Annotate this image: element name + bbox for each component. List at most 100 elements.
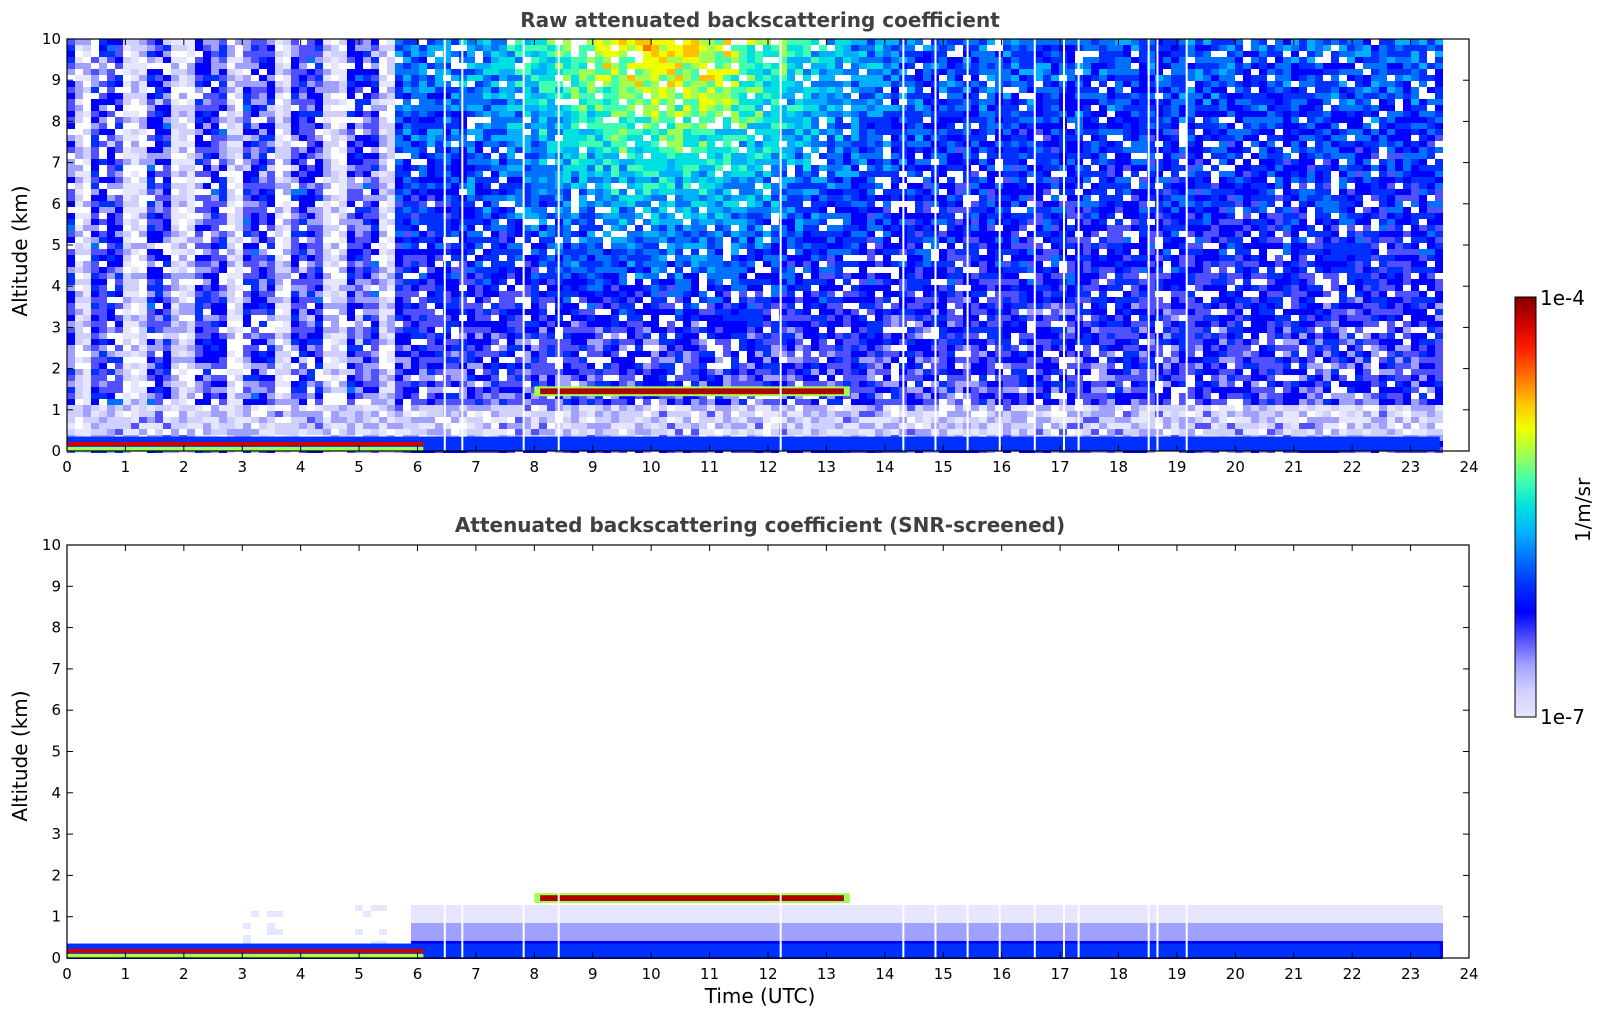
heatmap-cell (579, 141, 587, 147)
heatmap-cell (683, 99, 691, 105)
heatmap-cell (539, 417, 547, 423)
heatmap-cell (739, 117, 747, 123)
heatmap-cell (491, 117, 499, 123)
heatmap-cell (571, 159, 579, 165)
heatmap-cell (499, 165, 507, 171)
heatmap-cell (379, 123, 387, 129)
heatmap-cell (507, 393, 515, 399)
heatmap-cell (291, 237, 299, 243)
heatmap-cell (259, 111, 267, 117)
heatmap-cell (371, 129, 379, 135)
heatmap-cell (731, 147, 739, 153)
heatmap-cell (163, 285, 171, 291)
heatmap-cell (243, 135, 251, 141)
heatmap-cell (323, 303, 331, 309)
heatmap-cell (435, 363, 443, 369)
heatmap-cell (515, 117, 523, 123)
heatmap-cell (275, 297, 283, 303)
heatmap-cell (235, 57, 243, 63)
heatmap-cell (187, 177, 195, 183)
heatmap-cell (91, 219, 99, 225)
heatmap-cell (387, 267, 395, 273)
heatmap-cell (563, 117, 571, 123)
heatmap-cell (347, 57, 355, 63)
heatmap-cell (419, 87, 427, 93)
heatmap-cell (595, 141, 603, 147)
heatmap-cell (139, 303, 147, 309)
heatmap-cell (243, 105, 251, 111)
heatmap-cell (187, 339, 195, 345)
heatmap-cell (619, 411, 627, 417)
heatmap-cell (91, 195, 99, 201)
heatmap-cell (163, 315, 171, 321)
heatmap-cell (155, 93, 163, 99)
heatmap-cell (475, 177, 483, 183)
heatmap-cell (227, 285, 235, 291)
heatmap-cell (347, 123, 355, 129)
heatmap-cell (643, 171, 651, 177)
heatmap-cell (611, 39, 619, 45)
heatmap-cell (339, 165, 347, 171)
heatmap-cell (259, 63, 267, 69)
heatmap-cell (203, 93, 211, 99)
heatmap-cell (75, 213, 83, 219)
heatmap-cell (251, 285, 259, 291)
heatmap-cell (131, 111, 139, 117)
heatmap-cell (131, 69, 139, 75)
heatmap-cell (491, 129, 499, 135)
heatmap-cell (587, 345, 595, 351)
heatmap-cell (603, 291, 611, 297)
heatmap-cell (251, 237, 259, 243)
heatmap-cell (587, 87, 595, 93)
heatmap-cell (627, 99, 635, 105)
heatmap-cell (195, 243, 203, 249)
heatmap-cell (235, 309, 243, 315)
heatmap-cell (195, 303, 203, 309)
heatmap-cell (195, 57, 203, 63)
heatmap-cell (211, 153, 219, 159)
heatmap-cell (403, 117, 411, 123)
heatmap-cell (235, 135, 243, 141)
heatmap-cell (483, 39, 491, 45)
heatmap-cell (219, 381, 227, 387)
heatmap-cell (691, 111, 699, 117)
heatmap-cell (323, 273, 331, 279)
heatmap-cell (539, 351, 547, 357)
heatmap-cell (155, 315, 163, 321)
heatmap-cell (483, 207, 491, 213)
heatmap-cell (91, 141, 99, 147)
heatmap-cell (547, 87, 555, 93)
heatmap-cell (219, 189, 227, 195)
heatmap-cell (427, 225, 435, 231)
heatmap-cell (731, 417, 739, 423)
heatmap-cell (419, 123, 427, 129)
heatmap-cell (739, 333, 747, 339)
heatmap-cell (203, 81, 211, 87)
heatmap-cell (267, 309, 275, 315)
heatmap-cell (147, 243, 155, 249)
heatmap-cell (147, 45, 155, 51)
heatmap-cell (147, 339, 155, 345)
heatmap-cell (107, 183, 115, 189)
heatmap-cell (195, 183, 203, 189)
heatmap-cell (419, 165, 427, 171)
heatmap-cell (427, 105, 435, 111)
heatmap-cell (739, 399, 747, 405)
heatmap-cell (147, 183, 155, 189)
heatmap-cell (539, 339, 547, 345)
heatmap-cell (539, 129, 547, 135)
heatmap-cell (347, 267, 355, 273)
heatmap-cell (595, 177, 603, 183)
heatmap-cell (363, 387, 371, 393)
heatmap-cell (115, 63, 123, 69)
heatmap-cell (259, 369, 267, 375)
heatmap-cell (723, 405, 731, 411)
heatmap-cell (67, 123, 75, 129)
heatmap-cell (131, 63, 139, 69)
heatmap-cell (451, 93, 459, 99)
heatmap-cell (451, 357, 459, 363)
heatmap-cell (99, 249, 107, 255)
heatmap-cell (403, 333, 411, 339)
heatmap-cell (323, 165, 331, 171)
heatmap-cell (219, 153, 227, 159)
